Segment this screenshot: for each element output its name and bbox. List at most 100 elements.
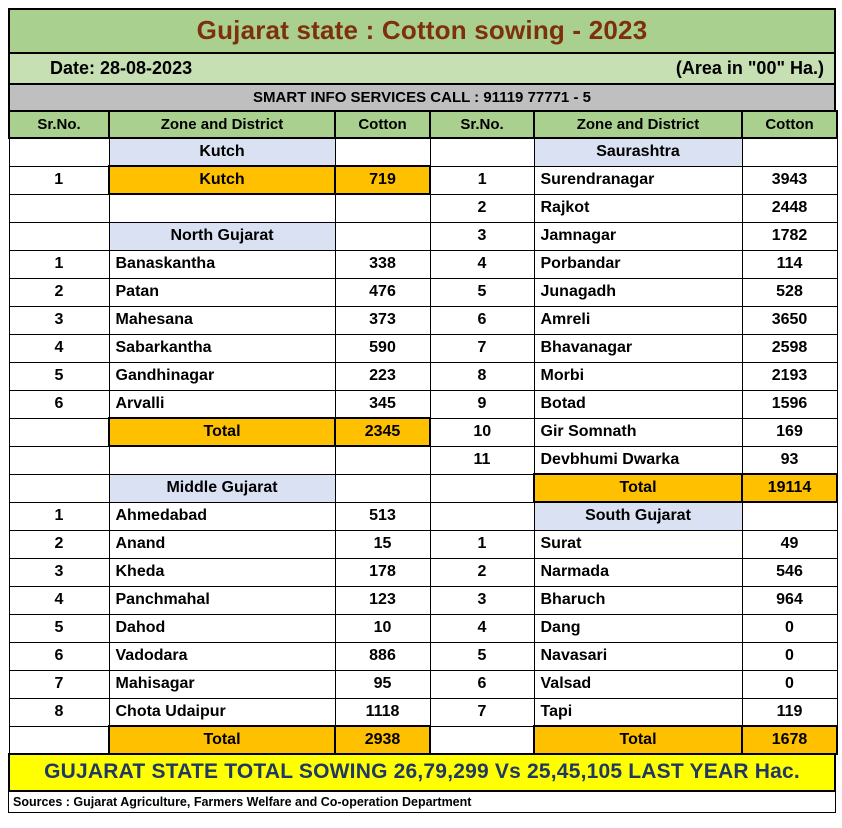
right-srno-cell: 6 [429, 305, 535, 335]
left-srno-cell: 6 [8, 641, 110, 671]
right-srno-cell [429, 501, 535, 531]
right-district-cell: Morbi [533, 361, 743, 391]
left-srno-cell: 5 [8, 613, 110, 643]
left-district-cell: Patan [108, 277, 336, 307]
col-header-cotton-right: Cotton [741, 110, 838, 139]
state-total-banner: GUJARAT STATE TOTAL SOWING 26,79,299 Vs … [8, 753, 836, 792]
left-zone-header-cell: Kutch [108, 137, 336, 167]
left-cotton-cell: 178 [334, 557, 431, 587]
right-srno-cell: 3 [429, 585, 535, 615]
table-row: 7 Mahisagar 95 6 Valsad 0 [8, 669, 838, 699]
table-row: 6 Arvalli 345 9 Botad 1596 [8, 389, 838, 419]
table-row: 2 Anand 15 1 Surat 49 [8, 529, 838, 559]
left-district-cell: Chota Udaipur [108, 697, 336, 727]
col-header-srno-right: Sr.No. [429, 110, 535, 139]
table-header-row: Sr.No. Zone and District Cotton Sr.No. Z… [8, 110, 838, 139]
right-cotton-cell: 2598 [741, 333, 838, 363]
right-srno-cell: 6 [429, 669, 535, 699]
left-district-cell: Kutch [108, 165, 336, 195]
table-row: 3 Mahesana 373 6 Amreli 3650 [8, 305, 838, 335]
right-cotton-cell: 1596 [741, 389, 838, 419]
right-district-cell: Bharuch [533, 585, 743, 615]
right-srno-cell: 3 [429, 221, 535, 251]
left-cotton-cell: 1118 [334, 697, 431, 727]
left-district-cell: Anand [108, 529, 336, 559]
right-srno-cell: 1 [429, 529, 535, 559]
right-district-cell: Total [533, 473, 743, 503]
right-district-cell: Navasari [533, 641, 743, 671]
right-srno-cell: 7 [429, 333, 535, 363]
table-row: 4 Panchmahal 123 3 Bharuch 964 [8, 585, 838, 615]
left-zone-header-cell: Middle Gujarat [108, 473, 336, 503]
left-srno-cell [8, 193, 110, 223]
right-district-cell: Rajkot [533, 193, 743, 223]
left-srno-cell: 2 [8, 277, 110, 307]
left-district-cell: Ahmedabad [108, 501, 336, 531]
right-district-cell: Valsad [533, 669, 743, 699]
info-banner: SMART INFO SERVICES CALL : 91119 77771 -… [8, 83, 836, 112]
left-cotton-cell: 223 [334, 361, 431, 391]
right-srno-cell: 4 [429, 613, 535, 643]
left-srno-cell: 1 [8, 501, 110, 531]
right-cotton-cell: 93 [741, 445, 838, 475]
left-cotton-cell [334, 445, 431, 475]
right-cotton-cell: 1782 [741, 221, 838, 251]
right-srno-cell: 2 [429, 193, 535, 223]
left-cotton-cell: 10 [334, 613, 431, 643]
left-district-cell: Total [108, 417, 336, 447]
right-district-cell: Dang [533, 613, 743, 643]
right-cotton-cell: 114 [741, 249, 838, 279]
table-row: 3 Kheda 178 2 Narmada 546 [8, 557, 838, 587]
right-cotton-cell: 3943 [741, 165, 838, 195]
right-srno-cell: 1 [429, 165, 535, 195]
right-district-cell: Amreli [533, 305, 743, 335]
left-cotton-cell [334, 193, 431, 223]
right-district-cell: Botad [533, 389, 743, 419]
table-row: 2 Patan 476 5 Junagadh 528 [8, 277, 838, 307]
left-cotton-cell: 95 [334, 669, 431, 699]
right-district-cell: Narmada [533, 557, 743, 587]
left-cotton-cell: 338 [334, 249, 431, 279]
right-district-cell: Surendranagar [533, 165, 743, 195]
left-srno-cell: 6 [8, 389, 110, 419]
right-cotton-cell: 964 [741, 585, 838, 615]
right-srno-cell: 7 [429, 697, 535, 727]
right-cotton-cell: 1678 [741, 725, 838, 755]
table-row: Middle Gujarat Total 19114 [8, 473, 838, 503]
left-cotton-cell [334, 221, 431, 251]
left-cotton-cell: 15 [334, 529, 431, 559]
right-srno-cell [429, 137, 535, 167]
right-srno-cell: 5 [429, 277, 535, 307]
right-srno-cell: 10 [429, 417, 535, 447]
left-srno-cell: 8 [8, 697, 110, 727]
left-district-cell [108, 193, 336, 223]
state-total-text: GUJARAT STATE TOTAL SOWING 26,79,299 Vs … [44, 760, 800, 783]
right-cotton-cell: 0 [741, 669, 838, 699]
table-row: 6 Vadodara 886 5 Navasari 0 [8, 641, 838, 671]
table-row: 1 Banaskantha 338 4 Porbandar 114 [8, 249, 838, 279]
left-srno-cell [8, 725, 110, 755]
right-district-cell: Tapi [533, 697, 743, 727]
left-cotton-cell: 886 [334, 641, 431, 671]
left-cotton-cell [334, 137, 431, 167]
right-cotton-cell: 546 [741, 557, 838, 587]
left-srno-cell: 1 [8, 249, 110, 279]
right-cotton-cell: 0 [741, 613, 838, 643]
col-header-srno-left: Sr.No. [8, 110, 110, 139]
left-district-cell [108, 445, 336, 475]
table-row: 11 Devbhumi Dwarka 93 [8, 445, 838, 475]
left-cotton-cell: 590 [334, 333, 431, 363]
right-cotton-cell [741, 501, 838, 531]
right-srno-cell [429, 725, 535, 755]
left-zone-header-cell: North Gujarat [108, 221, 336, 251]
right-srno-cell [429, 473, 535, 503]
table-row: North Gujarat 3 Jamnagar 1782 [8, 221, 838, 251]
left-srno-cell: 3 [8, 305, 110, 335]
left-cotton-cell: 2345 [334, 417, 431, 447]
right-district-cell: Porbandar [533, 249, 743, 279]
left-district-cell: Arvalli [108, 389, 336, 419]
right-district-cell: Total [533, 725, 743, 755]
left-srno-cell: 5 [8, 361, 110, 391]
right-cotton-cell: 3650 [741, 305, 838, 335]
